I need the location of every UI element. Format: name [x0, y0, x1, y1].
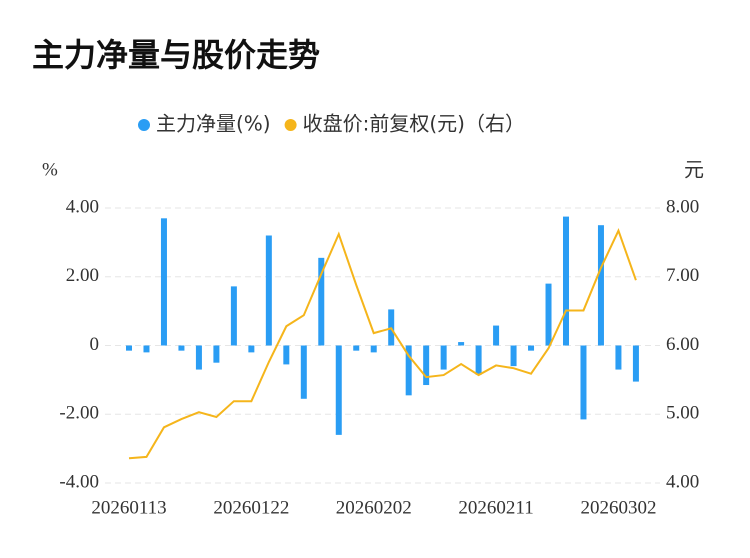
bar	[143, 345, 150, 353]
y2-tick-label: 5.00	[666, 403, 699, 424]
bar	[178, 345, 185, 351]
bar	[597, 225, 604, 346]
y-tick-label: 4.00	[66, 196, 99, 217]
y2-tick-label: 6.00	[666, 334, 699, 355]
legend-marker	[138, 119, 150, 131]
x-tick-label: 20260211	[458, 497, 533, 518]
legend-marker	[284, 119, 297, 131]
y-tick-label: 0	[90, 334, 100, 355]
bar	[615, 345, 622, 370]
bar	[458, 342, 465, 346]
bar	[423, 345, 430, 386]
price-line	[128, 228, 637, 460]
bar	[475, 345, 482, 375]
bar	[563, 216, 569, 346]
bar	[195, 345, 202, 370]
bar	[510, 345, 517, 367]
x-tick-label: 20260113	[91, 497, 166, 518]
y-tick-label: 2.00	[66, 265, 99, 286]
bar	[283, 345, 290, 365]
y2-tick-label: 4.00	[666, 471, 699, 492]
x-tick-label: 20260202	[336, 497, 412, 518]
bar	[405, 345, 412, 396]
bar	[213, 345, 220, 363]
bar	[230, 286, 237, 346]
bar	[160, 218, 167, 346]
bar	[528, 345, 535, 351]
bar	[440, 345, 447, 370]
legend-label: 收盘价:前复权(元)（右）	[303, 112, 525, 136]
bar	[318, 257, 325, 346]
bar	[632, 345, 639, 382]
y-tick-label: -2.00	[59, 403, 99, 424]
x-tick-label: 20260122	[213, 497, 289, 518]
y2-tick-label: 8.00	[666, 196, 699, 217]
x-tick-label: 20260302	[580, 497, 656, 518]
y-tick-label: -4.00	[59, 471, 99, 492]
y2-tick-label: 7.00	[666, 265, 699, 286]
bar	[300, 345, 307, 399]
bar	[370, 345, 377, 353]
bar	[580, 345, 587, 420]
bar	[248, 345, 255, 353]
legend-label: 主力净量(%)	[156, 112, 271, 136]
bar	[353, 345, 360, 351]
chart-title: 主力净量与股价走势	[32, 36, 320, 74]
bar	[493, 325, 500, 346]
bar	[265, 235, 272, 346]
bar	[545, 283, 552, 346]
y-unit: %	[42, 159, 58, 180]
bar	[126, 345, 132, 351]
bar	[335, 345, 342, 435]
y2-unit: 元	[684, 158, 704, 182]
